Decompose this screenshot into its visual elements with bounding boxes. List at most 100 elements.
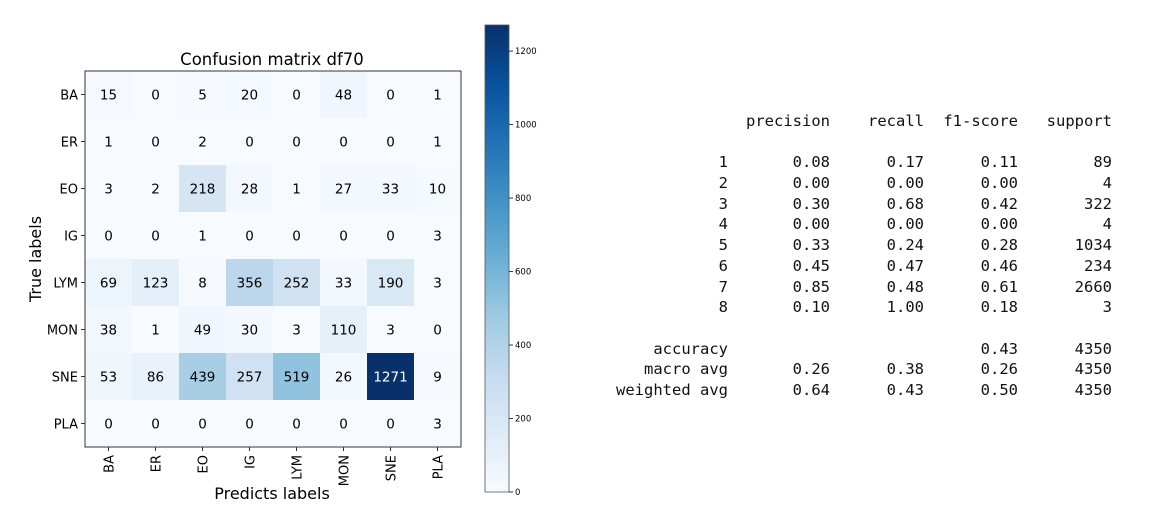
report-cell: 0.00 (886, 215, 924, 234)
report-cell: 0.28 (980, 236, 1018, 255)
report-header-precision: precision (746, 112, 830, 130)
cell-value-label: 3 (433, 417, 442, 433)
heatmap-cell (179, 400, 226, 447)
cell-value-label: 0 (151, 417, 160, 433)
cell-value-label: 1 (433, 88, 442, 104)
x-tick-label: LYM (291, 455, 306, 480)
colorbar-tick-label: 1000 (515, 121, 537, 131)
cell-value-label: 28 (241, 182, 258, 198)
heatmap-cell (226, 212, 273, 259)
cell-value-label: 0 (104, 417, 113, 433)
heatmap-cell (273, 259, 320, 306)
heatmap-cell (320, 306, 367, 353)
cell-value-label: 3 (292, 323, 301, 339)
heatmap-cell (367, 212, 414, 259)
report-cell: 0.43 (886, 380, 924, 399)
heatmap-cell (179, 212, 226, 259)
report-cell: 4 (1102, 215, 1112, 234)
heatmap-cell (226, 71, 273, 118)
report-cell: 0.00 (792, 174, 830, 193)
cell-value-label: 2 (198, 135, 207, 151)
cell-value-label: 110 (331, 323, 357, 339)
cell-value-label: 5 (198, 88, 207, 104)
heatmap-cell (414, 212, 461, 259)
heatmap-cell (273, 71, 320, 118)
report-cell: 0.26 (792, 360, 830, 379)
heatmap-cell (273, 165, 320, 212)
heatmap-cell (132, 118, 179, 165)
colorbar-tick-label: 200 (515, 415, 531, 425)
heatmap-cell (367, 118, 414, 165)
heatmap-cell (320, 71, 367, 118)
confusion-matrix-figure: Confusion matrix df70 15 0 5 20 0 48 0 11 0 2 0 0 0 0… (26, 24, 537, 503)
heatmap-cell (367, 259, 414, 306)
report-row-label: 6 (718, 256, 728, 275)
report-cell: 0.10 (792, 298, 830, 317)
heatmap-cell (320, 353, 367, 400)
report-row-label: 7 (718, 277, 728, 296)
heatmap-cell (179, 165, 226, 212)
report-cell: 0.17 (886, 153, 924, 172)
report-cell: 0.18 (980, 298, 1018, 317)
report-cell: 0.50 (980, 380, 1018, 399)
cell-value-label: 53 (100, 370, 117, 386)
heatmap-cell (367, 165, 414, 212)
cell-value-label: 9 (433, 370, 442, 386)
heatmap-cell (132, 400, 179, 447)
heatmap-cells: 15 0 5 20 0 48 0 11 0 2 0 0 0 0 13 2 218 28 1 27 33 100 0 1 0 0 0 0… (85, 71, 461, 447)
report-header-support: support (1046, 112, 1112, 130)
heatmap-cell (226, 259, 273, 306)
heatmap-cell (226, 165, 273, 212)
cell-value-label: 218 (190, 182, 216, 198)
y-axis-label: True labels (26, 216, 45, 303)
heatmap-cell (273, 212, 320, 259)
report-cell: 0.33 (792, 236, 830, 255)
heatmap-cell (320, 118, 367, 165)
cell-value-label: 123 (143, 276, 169, 292)
cell-value-label: 0 (433, 323, 442, 339)
cell-value-label: 30 (241, 323, 258, 339)
heatmap-cell (179, 353, 226, 400)
report-cell: 4350 (1074, 339, 1112, 358)
cell-value-label: 33 (382, 182, 399, 198)
x-tick-label: BA (103, 455, 118, 473)
cell-value-label: 0 (292, 229, 301, 245)
heatmap-cell (226, 306, 273, 353)
report-cell: 0.48 (886, 277, 924, 296)
heatmap-cell (414, 165, 461, 212)
heatmap-cell (85, 306, 132, 353)
heatmap-cell (132, 71, 179, 118)
cell-value-label: 1 (292, 182, 301, 198)
heatmap-cell (85, 400, 132, 447)
chart-title: Confusion matrix df70 (180, 50, 364, 69)
cell-value-label: 1 (104, 135, 113, 151)
heatmap-cell (132, 165, 179, 212)
x-tick-label: ER (150, 455, 165, 472)
heatmap-cell (414, 400, 461, 447)
colorbar-axis: 0 200 400 600 800 1000 1200 (509, 47, 537, 498)
cell-value-label: 38 (100, 323, 117, 339)
report-cell: 0.00 (980, 174, 1018, 193)
cell-value-label: 0 (104, 229, 113, 245)
heatmap-cell (132, 212, 179, 259)
report-cell: 0.85 (792, 277, 830, 296)
cell-value-label: 0 (339, 229, 348, 245)
cell-value-label: 3 (104, 182, 113, 198)
heatmap-cell (85, 353, 132, 400)
report-cell: 0.24 (886, 236, 924, 255)
report-cell: 0.00 (980, 215, 1018, 234)
colorbar-tick-label: 600 (515, 268, 531, 278)
report-row-label: 4 (718, 215, 728, 234)
report-row-label: 2 (718, 174, 728, 193)
cell-value-label: 86 (147, 370, 164, 386)
heatmap-cell (414, 306, 461, 353)
heatmap-cell (367, 306, 414, 353)
heatmap-cell (414, 353, 461, 400)
report-cell: 0.43 (980, 339, 1018, 358)
plot-frame (84, 70, 462, 448)
x-tick-label: SNE (385, 455, 400, 481)
report-row-label: 1 (718, 153, 728, 172)
heatmap-cell (179, 118, 226, 165)
report-cell: 0.38 (886, 360, 924, 379)
cell-value-label: 1 (433, 135, 442, 151)
